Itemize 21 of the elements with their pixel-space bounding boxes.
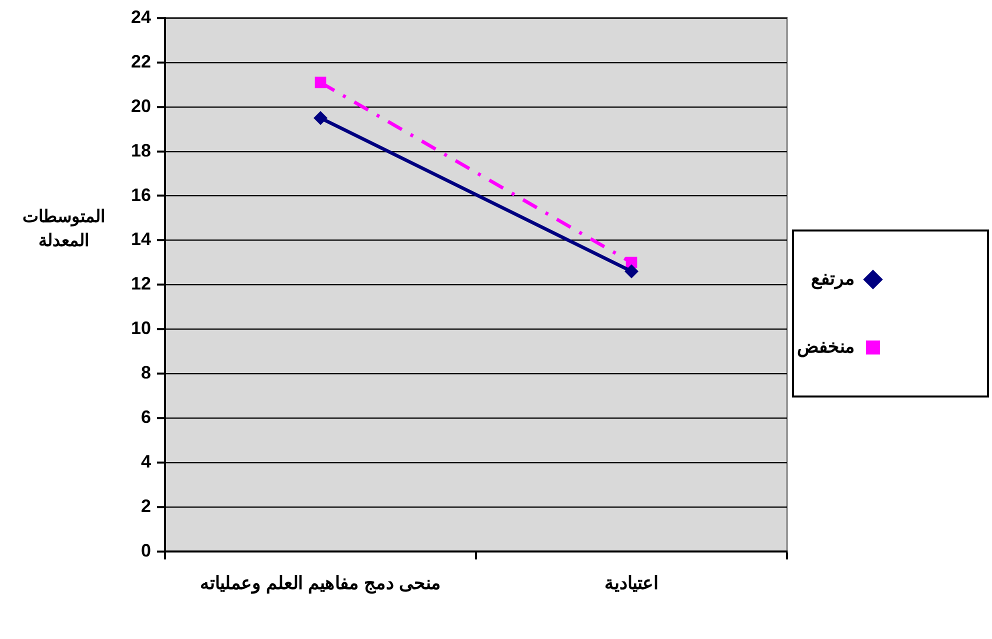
y-tick-label: 24: [130, 6, 152, 27]
y-tick-label: 0: [141, 540, 152, 560]
y-axis-title: المتوسطات المعدلة: [22, 206, 106, 252]
y-tick-label: 14: [130, 229, 152, 250]
point: [314, 111, 328, 126]
legend-label: منخفض: [797, 336, 855, 358]
point: [314, 76, 326, 88]
y-tick-label: 4: [141, 451, 152, 472]
x-tick-label: منحى دمج مفاهيم العلم وعملياته: [200, 573, 442, 594]
y-tick-label: 18: [130, 140, 152, 160]
y-tick-label: 2: [141, 496, 152, 516]
y-tick-label: 20: [130, 96, 152, 116]
legend-label: مرتفع: [811, 268, 855, 290]
y-tick-label: 22: [130, 51, 152, 72]
point: [624, 264, 639, 278]
y-tick-label: 16: [130, 184, 152, 205]
y-tick-label: 8: [141, 362, 152, 383]
x-tick-label: اعتيادية: [604, 573, 659, 594]
y-tick-label: 12: [130, 274, 152, 294]
y-tick-label: 10: [130, 318, 152, 338]
y-tick-label: 6: [141, 407, 152, 428]
